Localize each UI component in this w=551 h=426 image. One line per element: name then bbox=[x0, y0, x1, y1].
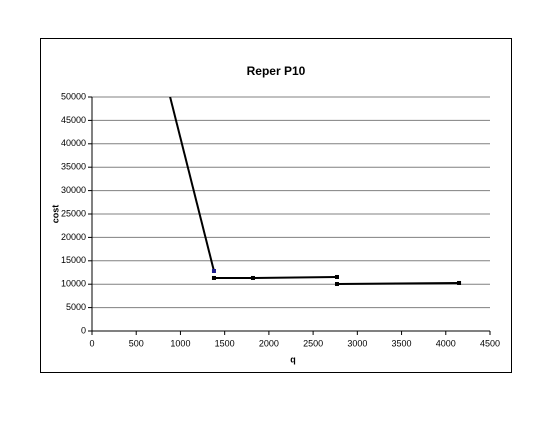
chart-title: Reper P10 bbox=[247, 64, 306, 78]
series-line bbox=[336, 281, 460, 286]
x-tick-label: 3000 bbox=[347, 338, 367, 348]
y-tick-label: 40000 bbox=[61, 138, 86, 148]
y-tick-label: 50000 bbox=[61, 91, 86, 101]
x-tick-label: 1000 bbox=[170, 338, 190, 348]
series-line bbox=[169, 97, 215, 272]
x-tick-label: 4000 bbox=[436, 338, 456, 348]
x-tick-label: 500 bbox=[129, 338, 144, 348]
chart-frame bbox=[40, 38, 512, 373]
point-marker bbox=[334, 274, 339, 279]
y-tick-label: 35000 bbox=[61, 162, 86, 172]
x-tick-label: 4500 bbox=[480, 338, 500, 348]
y-axis-title: cost bbox=[50, 205, 60, 224]
y-tick-label: 15000 bbox=[61, 255, 86, 265]
x-tick-label: 2500 bbox=[303, 338, 323, 348]
x-tick-label: 3500 bbox=[392, 338, 412, 348]
y-tick-label: 0 bbox=[81, 325, 86, 335]
x-tick-label: 0 bbox=[89, 338, 94, 348]
y-tick-label: 30000 bbox=[61, 185, 86, 195]
point-marker bbox=[211, 275, 216, 280]
y-tick-label: 5000 bbox=[66, 302, 86, 312]
point-marker bbox=[250, 275, 255, 280]
y-tick-label: 45000 bbox=[61, 115, 86, 125]
x-tick-label: 1500 bbox=[215, 338, 235, 348]
point-marker bbox=[334, 282, 339, 287]
x-axis-title: q bbox=[290, 354, 296, 364]
point-marker bbox=[457, 280, 462, 285]
point-marker bbox=[211, 269, 216, 274]
x-tick-label: 2000 bbox=[259, 338, 279, 348]
y-tick-label: 20000 bbox=[61, 232, 86, 242]
plot bbox=[169, 97, 462, 287]
y-tick-label: 10000 bbox=[61, 279, 86, 289]
series-line bbox=[213, 275, 338, 279]
y-tick-label: 25000 bbox=[61, 208, 86, 218]
